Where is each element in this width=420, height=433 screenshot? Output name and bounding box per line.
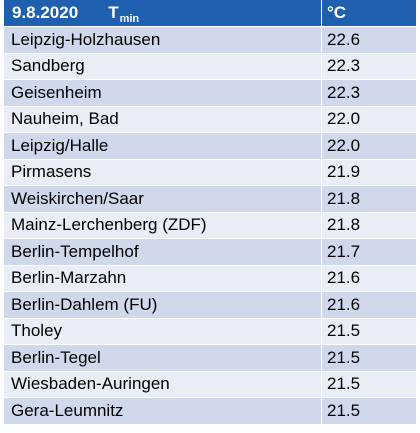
table-row: Pirmasens 21.9 — [4, 159, 417, 186]
tmin-value: 21.5 — [321, 397, 417, 425]
table-row: Berlin-Tegel 21.5 — [4, 344, 417, 372]
table-row: Leipzig/Halle 22.0 — [4, 132, 417, 160]
station-name: Berlin-Marzahn — [4, 265, 322, 292]
station-name: Mainz-Lerchenberg (ZDF) — [4, 212, 322, 239]
table-row: Berlin-Marzahn 21.6 — [4, 265, 417, 292]
tmin-value: 22.6 — [321, 26, 417, 54]
header-date: 9.8.2020 — [12, 3, 79, 22]
tmin-value: 21.7 — [321, 238, 417, 266]
tmin-value: 22.0 — [321, 132, 417, 160]
tmin-value: 21.5 — [321, 318, 417, 345]
table-row: Geisenheim 22.3 — [4, 79, 417, 107]
tmin-value: 21.5 — [321, 371, 417, 398]
station-name: Sandberg — [4, 53, 322, 80]
tmin-value: 21.5 — [321, 344, 417, 372]
table-row: Tholey 21.5 — [4, 318, 417, 345]
tmin-value: 21.6 — [321, 291, 417, 319]
tmin-value: 21.8 — [321, 185, 417, 213]
header-title-cell: 9.8.2020 Tmin — [4, 0, 322, 27]
station-name: Gera-Leumnitz — [4, 397, 322, 425]
station-name: Tholey — [4, 318, 322, 345]
table-row: Berlin-Tempelhof 21.7 — [4, 238, 417, 266]
header-metric: T — [108, 3, 119, 22]
table-row: Berlin-Dahlem (FU) 21.6 — [4, 291, 417, 319]
station-name: Berlin-Tempelhof — [4, 238, 322, 266]
table-row: Sandberg 22.3 — [4, 53, 417, 80]
tmin-value: 21.9 — [321, 159, 417, 186]
table-row: Gera-Leumnitz 21.5 — [4, 397, 417, 425]
station-name: Berlin-Tegel — [4, 344, 322, 372]
station-name: Berlin-Dahlem (FU) — [4, 291, 322, 319]
tmin-value: 21.6 — [321, 265, 417, 292]
table-row: Weiskirchen/Saar 21.8 — [4, 185, 417, 213]
header-unit: °C — [321, 0, 417, 27]
header-metric-subscript: min — [119, 13, 140, 25]
table-row: Leipzig-Holzhausen 22.6 — [4, 26, 417, 54]
station-name: Geisenheim — [4, 79, 322, 107]
station-name: Wiesbaden-Auringen — [4, 371, 322, 398]
table-row: Mainz-Lerchenberg (ZDF) 21.8 — [4, 212, 417, 239]
tmin-value: 21.8 — [321, 212, 417, 239]
tmin-value: 22.3 — [321, 53, 417, 80]
table-row: Wiesbaden-Auringen 21.5 — [4, 371, 417, 398]
station-name: Leipzig/Halle — [4, 132, 322, 160]
tmin-value: 22.3 — [321, 79, 417, 107]
tmin-ranking-table: 9.8.2020 Tmin °C Leipzig-Holzhausen 22.6 … — [4, 0, 417, 425]
station-name: Pirmasens — [4, 159, 322, 186]
station-name: Weiskirchen/Saar — [4, 185, 322, 213]
table-row: Nauheim, Bad 22.0 — [4, 106, 417, 133]
tmin-value: 22.0 — [321, 106, 417, 133]
station-name: Leipzig-Holzhausen — [4, 26, 322, 54]
station-name: Nauheim, Bad — [4, 106, 322, 133]
table-header-row: 9.8.2020 Tmin °C — [4, 0, 417, 27]
